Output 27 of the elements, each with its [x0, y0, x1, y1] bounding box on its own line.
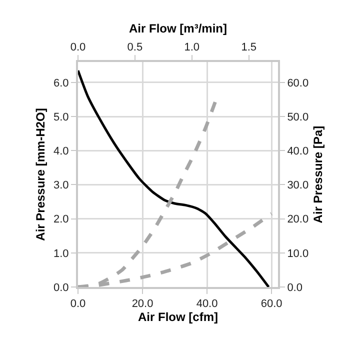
- y-tick-label: 0.0: [54, 282, 69, 294]
- y2-axis-title: Air Pressure [Pa]: [311, 126, 326, 224]
- y2-tick-label: 60.0: [287, 77, 309, 90]
- x2-axis-title: Air Flow [m³/min]: [129, 21, 227, 36]
- x2-tick-label: 1.5: [241, 42, 256, 54]
- y-tick-label: 5.0: [54, 111, 69, 124]
- x2-tick-label: 0.5: [127, 42, 143, 54]
- x-tick-label: 0.0: [70, 298, 86, 310]
- y2-tick-label: 30.0: [287, 180, 309, 192]
- y2-tick-label: 20.0: [287, 214, 309, 226]
- line-series: [78, 69, 270, 287]
- x2-tick-label: 0.0: [70, 42, 86, 54]
- y-tick-label: 1.0: [54, 248, 69, 260]
- x-tick-label: 20.0: [132, 298, 154, 310]
- y-tick-label: 3.0: [54, 180, 69, 192]
- y-tick-label: 4.0: [54, 145, 69, 158]
- y-tick-label: 6.0: [54, 77, 69, 90]
- y2-tick-label: 50.0: [287, 111, 309, 124]
- x-axis-title: Air Flow [cfm]: [138, 310, 218, 324]
- y2-tick-label: 40.0: [287, 145, 309, 158]
- x-tick-label: 40.0: [196, 298, 218, 310]
- y2-tick-label: 10.0: [287, 248, 309, 260]
- x-tick-label: 60.0: [260, 298, 282, 310]
- y-axis-title: Air Pressure [mm-H2O]: [33, 108, 48, 241]
- x2-tick-label: 1.0: [184, 42, 200, 54]
- y-tick-label: 2.0: [54, 214, 69, 226]
- y2-tick-label: 0.0: [287, 282, 302, 294]
